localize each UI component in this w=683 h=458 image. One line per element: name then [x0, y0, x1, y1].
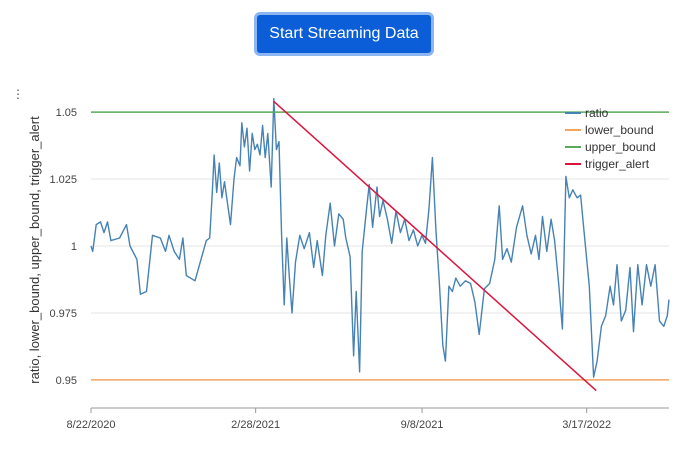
x-tick-label: 9/8/2021: [401, 419, 444, 431]
legend-label: ratio: [585, 106, 609, 120]
x-tick-label: 8/22/2020: [67, 419, 116, 431]
y-tick-label: 1.05: [56, 107, 77, 119]
legend: ratio lower_bound upper_bound trigger_alert: [565, 106, 656, 171]
series-line-ratio: [90, 98, 670, 378]
grid-lines: [91, 111, 669, 381]
y-tick-label: 0.95: [56, 375, 77, 387]
legend-item-trigger-alert[interactable]: trigger_alert: [565, 157, 650, 171]
legend-label: upper_bound: [585, 140, 656, 154]
series-line-trigger-alert: [273, 100, 597, 392]
x-tick-label: 3/17/2022: [562, 419, 611, 431]
legend-item-lower-bound[interactable]: lower_bound: [565, 123, 654, 137]
x-tick-label: 2/28/2021: [231, 419, 280, 431]
y-axis-label: ratio, lower_bound, upper_bound, trigger…: [27, 116, 42, 384]
kebab-menu-icon[interactable]: ⋮: [12, 87, 24, 101]
y-tick-label: 0.975: [49, 308, 77, 320]
legend-label: trigger_alert: [585, 157, 650, 171]
y-tick-label: 1.025: [49, 174, 77, 186]
legend-item-ratio[interactable]: ratio: [565, 106, 609, 120]
legend-label: lower_bound: [585, 123, 654, 137]
start-streaming-button[interactable]: Start Streaming Data: [254, 12, 434, 56]
series-lines: [90, 98, 670, 392]
axes: 0.95 0.975 1 1.025 1.05 8/22/2020 2/28/2021 9/8…: [49, 107, 669, 431]
y-tick-label: 1: [71, 241, 77, 253]
legend-item-upper-bound[interactable]: upper_bound: [565, 140, 656, 154]
